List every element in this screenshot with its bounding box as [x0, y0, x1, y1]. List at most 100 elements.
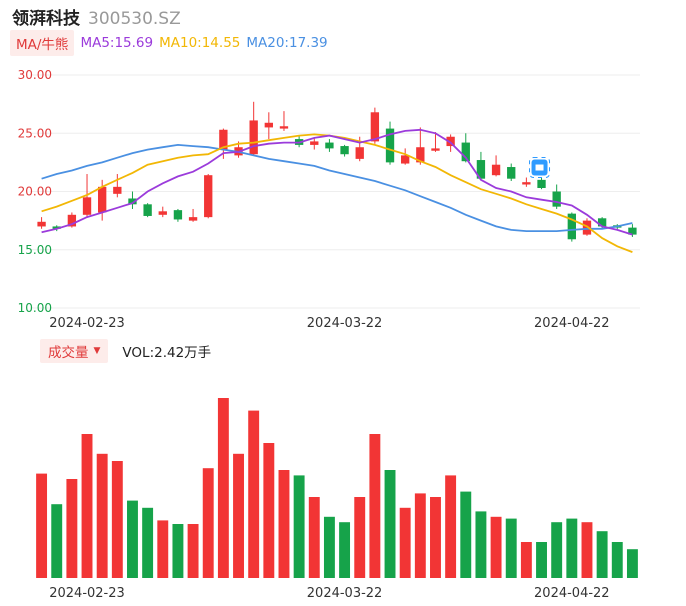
ma5-line [41, 128, 633, 236]
candle-body [143, 204, 152, 216]
volume-bar [384, 470, 396, 578]
volume-bars [36, 398, 638, 578]
y-tick-label: 25.00 [18, 126, 52, 140]
candle-body [370, 112, 380, 142]
candle-body [128, 198, 137, 205]
volume-bar [354, 497, 366, 578]
volume-bar [66, 479, 78, 578]
candle-body [52, 226, 61, 229]
candle-body [249, 120, 258, 155]
candles [37, 101, 637, 242]
news-marker-icon[interactable] [529, 157, 551, 179]
volume-legend: 成交量 ▼ VOL:2.42万手 [40, 339, 212, 363]
candle-body [491, 164, 501, 176]
volume-bar [81, 434, 93, 578]
volume-bar [157, 520, 169, 578]
ma-toggle-button[interactable]: MA/牛熊 [10, 30, 75, 56]
candle-body [37, 221, 46, 227]
volume-bar [399, 507, 411, 578]
stock-name: 领湃科技 [12, 9, 80, 29]
volume-bar [36, 473, 48, 578]
volume-toggle-button[interactable]: 成交量 ▼ [40, 339, 109, 363]
candle-body [416, 147, 425, 163]
candle-body [461, 142, 470, 162]
candle-body [340, 146, 349, 155]
price-y-axis: 30.00 25.00 20.00 15.00 10.00 [18, 68, 52, 315]
candle-body [279, 126, 289, 129]
volume-bar [551, 522, 563, 578]
candle-body [325, 142, 334, 149]
candle-body [431, 148, 440, 151]
volume-bar [611, 542, 623, 578]
candle-body [310, 141, 319, 145]
y-tick-label: 15.00 [18, 243, 52, 257]
x-tick-label: 2024-04-22 [534, 586, 610, 601]
volume-bar [202, 468, 214, 578]
triangle-down-icon: ▼ [93, 346, 101, 356]
volume-bar [596, 531, 608, 578]
volume-bar [520, 542, 532, 578]
ma20-label: MA20:17.39 [246, 35, 328, 51]
candle-body [476, 160, 486, 179]
volume-bar [187, 524, 199, 578]
candle-body [385, 128, 395, 163]
x-tick-label: 2024-02-23 [49, 586, 125, 601]
candle-body [188, 217, 198, 221]
x-tick-label: 2024-03-22 [307, 316, 383, 331]
ma-legend: MA/牛熊 MA5:15.69 MA10:14.55 MA20:17.39 [10, 30, 328, 56]
volume-bar [505, 518, 517, 578]
candle-body [82, 197, 92, 215]
candle-body [537, 179, 546, 189]
volume-bar [490, 516, 502, 578]
candle-body [507, 167, 516, 179]
ma5-label: MA5:15.69 [80, 35, 154, 51]
marker-glyph [535, 164, 544, 171]
volume-bar [581, 522, 593, 578]
candle-body [567, 213, 576, 240]
volume-bar [111, 461, 123, 578]
ma-lines [41, 128, 633, 253]
candle-body [582, 220, 592, 235]
volume-bar [172, 524, 184, 578]
volume-bar [96, 453, 108, 578]
ma20-line [41, 143, 633, 233]
price-x-axis: 2024-02-23 2024-03-22 2024-04-22 [49, 316, 609, 331]
volume-bar [475, 511, 487, 578]
y-tick-label: 20.00 [18, 185, 52, 199]
price-grid [30, 74, 640, 309]
volume-bar [263, 443, 275, 578]
candle-body [446, 136, 455, 147]
volume-chart[interactable]: 2024-02-23 2024-03-22 2024-04-22 [0, 366, 686, 606]
candle-body [113, 186, 122, 194]
ma10-line [41, 133, 633, 253]
y-tick-label: 30.00 [18, 68, 52, 82]
volume-bar [233, 453, 244, 578]
volume-bar [127, 500, 138, 578]
candle-body [264, 122, 273, 128]
volume-bar [339, 522, 351, 578]
volume-bar [308, 497, 320, 578]
candle-body [219, 129, 228, 150]
candle-body [98, 186, 107, 213]
volume-bar [369, 434, 381, 578]
volume-x-axis: 2024-02-23 2024-03-22 2024-04-22 [49, 586, 609, 601]
candle-body [173, 210, 183, 220]
ma10-label: MA10:14.55 [159, 35, 241, 51]
candle-body [401, 155, 410, 164]
candle-body [204, 175, 213, 218]
volume-bar [248, 410, 260, 578]
candle-body [522, 182, 531, 185]
stock-code: 300530.SZ [88, 9, 181, 29]
volume-bar [430, 497, 441, 578]
volume-bar [414, 493, 426, 578]
volume-bar [626, 549, 638, 578]
candle-body [552, 191, 561, 207]
volume-value: VOL:2.42万手 [122, 345, 212, 361]
candle-body [628, 227, 637, 235]
candle-body [355, 147, 364, 159]
volume-bar [445, 475, 457, 578]
price-chart[interactable]: 30.00 25.00 20.00 15.00 10.00 2024-02-23 2024… [0, 0, 686, 336]
volume-bar [293, 475, 305, 578]
y-tick-label: 10.00 [18, 301, 52, 315]
volume-bar [566, 518, 578, 578]
